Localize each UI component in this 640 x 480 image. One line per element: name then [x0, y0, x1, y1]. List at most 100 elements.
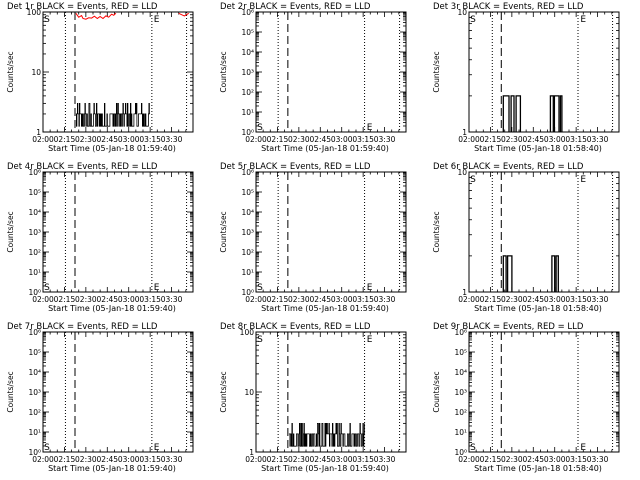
events-pulse [515, 95, 522, 132]
y-axis-label: Counts/sec [6, 371, 15, 412]
y-tick-label: 10⁴ [454, 368, 467, 377]
x-tick-label: 03:30 [374, 295, 396, 304]
x-axis-label: Start Time (05-Jan-18 01:59:40) [261, 144, 389, 153]
x-tick-label: 02:45 [96, 295, 118, 304]
y-tick-label: 100 [240, 328, 255, 337]
end-marker-label: E [580, 175, 586, 185]
x-tick-label: 03:00 [331, 135, 353, 144]
x-tick-label: 02:45 [309, 295, 331, 304]
start-marker-label: S [257, 335, 263, 345]
y-tick-label: 10² [28, 408, 41, 417]
y-tick-label: 10⁶ [28, 168, 41, 177]
y-tick-label: 10⁵ [241, 28, 254, 37]
x-tick-label: 03:15 [565, 135, 587, 144]
x-tick-label: 03:15 [352, 455, 374, 464]
panel-title: Det 3r BLACK = Events, RED = LLD [433, 2, 584, 12]
y-tick-label: 10⁶ [241, 168, 254, 177]
x-tick-label: 02:15 [54, 455, 76, 464]
x-tick-label: 02:00 [245, 135, 267, 144]
panel-title: Det 8r BLACK = Events, RED = LLD [220, 322, 371, 332]
x-tick-label: 02:30 [75, 455, 97, 464]
end-marker-label: E [367, 283, 373, 293]
y-tick-label: 10³ [241, 68, 254, 77]
panel-title: Det 1r BLACK = Events, RED = LLD [7, 2, 158, 12]
plot-frame [468, 331, 620, 453]
x-tick-label: 03:30 [374, 135, 396, 144]
x-tick-label: 02:00 [245, 295, 267, 304]
y-tick-label: 10¹ [28, 428, 41, 437]
x-tick-label: 02:00 [458, 135, 480, 144]
start-marker-label: S [257, 283, 263, 293]
y-tick-label: 10 [457, 168, 467, 177]
y-tick-label: 10² [28, 248, 41, 257]
x-axis-label: Start Time (05-Jan-18 01:58:40) [474, 144, 602, 153]
panel-title: Det 4r BLACK = Events, RED = LLD [7, 162, 158, 172]
y-tick-label: 10⁴ [28, 368, 41, 377]
y-axis-label: Counts/sec [219, 371, 228, 412]
panel-title: Det 7r BLACK = Events, RED = LLD [7, 322, 158, 332]
y-tick-label: 10⁰ [241, 128, 254, 137]
y-tick-label: 10⁵ [28, 348, 41, 357]
y-tick-label: 10⁴ [241, 48, 254, 57]
x-tick-label: 03:00 [118, 295, 140, 304]
x-tick-label: 03:00 [118, 455, 140, 464]
y-axis-label: Counts/sec [219, 51, 228, 92]
y-tick-label: 10⁵ [454, 348, 467, 357]
lld-series-line [178, 12, 189, 17]
y-tick-label: 10² [454, 408, 467, 417]
x-axis-label: Start Time (05-Jan-18 01:59:40) [261, 464, 389, 473]
x-tick-label: 03:00 [544, 295, 566, 304]
y-tick-label: 10¹ [241, 108, 254, 117]
y-tick-label: 10⁴ [28, 208, 41, 217]
x-axis-label: Start Time (05-Jan-18 01:59:40) [48, 144, 176, 153]
x-tick-label: 02:15 [267, 295, 289, 304]
y-tick-label: 10⁰ [28, 448, 41, 457]
events-pulse [551, 255, 556, 292]
y-tick-label: 10¹ [28, 268, 41, 277]
x-tick-label: 02:15 [54, 135, 76, 144]
x-tick-label: 02:30 [75, 295, 97, 304]
x-tick-label: 02:00 [32, 295, 54, 304]
y-tick-label: 10³ [28, 228, 41, 237]
plot-frame [468, 171, 620, 293]
y-tick-label: 10³ [241, 228, 254, 237]
x-tick-label: 03:00 [544, 135, 566, 144]
x-axis-label: Start Time (05-Jan-18 01:58:40) [474, 304, 602, 313]
x-tick-label: 02:30 [501, 455, 523, 464]
panel-det-5: Det 5r BLACK = Events, RED = LLD 10⁰ 10¹ 10… [219, 162, 407, 313]
y-tick-label: 100 [27, 8, 42, 17]
x-tick-label: 02:15 [267, 135, 289, 144]
start-marker-label: S [44, 283, 50, 293]
y-tick-label: 10⁰ [241, 288, 254, 297]
x-tick-label: 02:15 [480, 135, 502, 144]
y-tick-label: 10⁶ [454, 328, 467, 337]
y-tick-label: 10⁵ [241, 188, 254, 197]
events-pulse [510, 95, 515, 132]
x-tick-label: 03:15 [565, 455, 587, 464]
start-marker-label: S [44, 443, 50, 453]
events-pulse [506, 255, 513, 292]
x-tick-label: 02:30 [288, 135, 310, 144]
y-tick-label: 10³ [454, 388, 467, 397]
x-tick-label: 02:00 [245, 455, 267, 464]
start-marker-label: S [44, 15, 50, 25]
x-tick-label: 02:15 [480, 295, 502, 304]
y-tick-label: 10 [31, 68, 41, 77]
events-series-line [288, 423, 365, 447]
end-marker-label: E [580, 443, 586, 453]
y-tick-label: 10² [241, 88, 254, 97]
panel-det-7: Det 7r BLACK = Events, RED = LLD 10⁰ 10¹ 10… [6, 322, 194, 473]
x-tick-label: 02:15 [267, 455, 289, 464]
end-marker-label: E [154, 443, 160, 453]
x-tick-label: 02:30 [501, 135, 523, 144]
x-tick-label: 02:15 [480, 455, 502, 464]
x-tick-label: 02:45 [522, 455, 544, 464]
y-tick-label: 10⁰ [454, 448, 467, 457]
x-tick-label: 03:30 [587, 135, 609, 144]
events-pulse [502, 95, 510, 132]
y-tick-label: 10¹ [454, 428, 467, 437]
x-tick-label: 03:15 [139, 295, 161, 304]
y-tick-label: 10⁶ [28, 328, 41, 337]
panel-title: Det 9r BLACK = Events, RED = LLD [433, 322, 584, 332]
